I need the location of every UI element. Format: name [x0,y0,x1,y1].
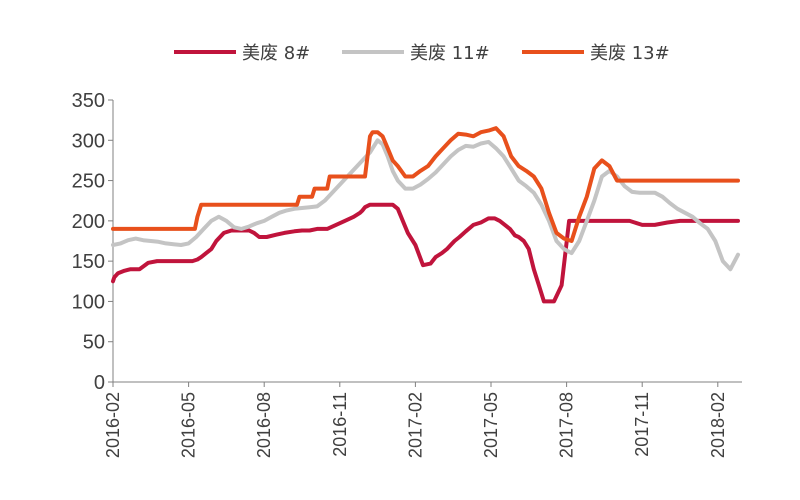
axes [112,100,742,383]
x-tick-label: 2016-05 [179,392,199,458]
x-tick-label: 2016-02 [103,392,123,458]
y-ticks: 0 50 100 150 200 250 300 350 [72,90,113,394]
x-ticks: 2016-02 2016-05 2016-08 2016-11 2017-02 2017-… [103,382,728,458]
y-tick-label: 150 [72,251,105,273]
x-tick-label: 2017-11 [632,392,652,457]
legend-label-11: 美废 11# [410,43,490,64]
y-tick-label: 200 [72,211,105,233]
legend-label-8: 美废 8# [242,43,310,64]
x-tick-label: 2017-08 [557,392,577,458]
legend: 美废 8# 美废 11# 美废 13# [174,43,670,64]
x-tick-label: 2017-02 [405,392,425,458]
y-tick-label: 100 [72,291,105,313]
series-line-8 [111,202,740,304]
series-line-13 [111,126,740,243]
y-tick-label: 0 [94,372,105,394]
y-tick-label: 250 [72,171,105,193]
series-lines [111,126,740,304]
x-tick-label: 2017-05 [481,392,501,458]
legend-label-13: 美废 13# [590,43,670,64]
x-tick-label: 2016-08 [254,392,274,458]
y-tick-label: 50 [83,332,105,354]
x-tick-label: 2018-02 [708,392,728,458]
x-tick-label: 2016-11 [330,392,350,457]
series-line-11 [111,138,740,272]
y-tick-label: 350 [72,90,105,112]
y-tick-label: 300 [72,130,105,152]
